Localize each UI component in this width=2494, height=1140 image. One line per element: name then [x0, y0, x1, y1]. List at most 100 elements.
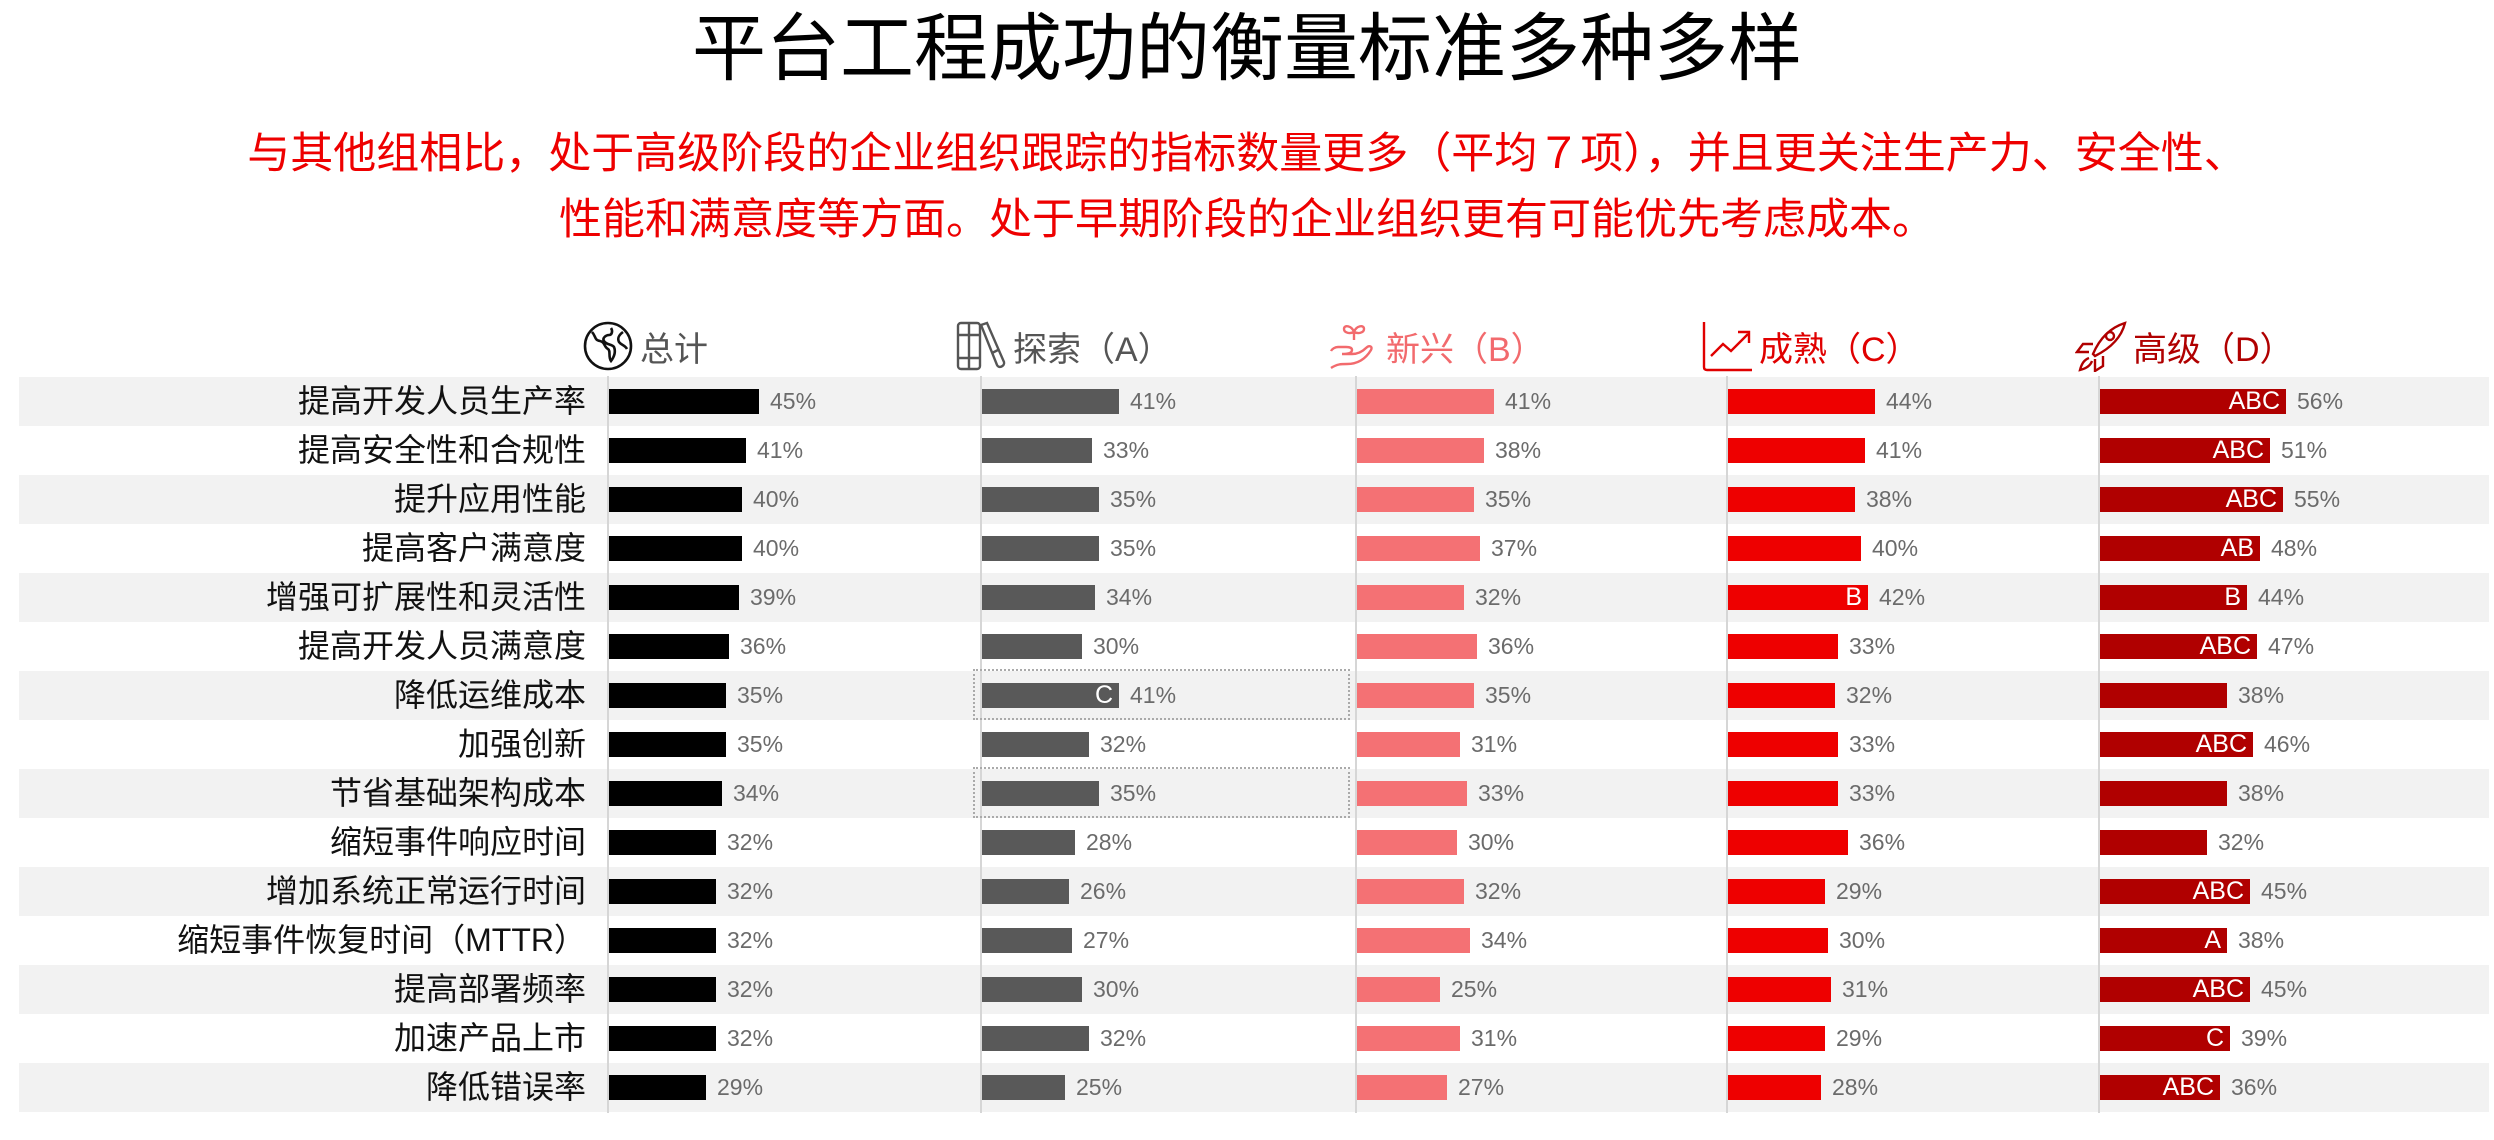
column-header-c: 成熟（C）	[1701, 318, 1920, 374]
significance-tag: B	[2224, 583, 2241, 611]
bar-a	[982, 928, 1072, 953]
chart-title: 平台工程成功的衡量标准多种多样	[692, 7, 1802, 90]
value-label: 35%	[1110, 780, 1157, 806]
bar-d: ABC	[2100, 436, 2270, 464]
bar-c	[1728, 536, 1861, 561]
axis-line-c	[1726, 376, 1728, 1113]
bar-b	[1357, 1026, 1460, 1051]
bar-d	[2100, 683, 2227, 708]
table-row: 加速产品上市 32% 32% 31% 29% C 39%	[19, 1014, 2489, 1063]
table-row: 增加系统正常运行时间 32% 26% 32% 29% ABC 45%	[19, 867, 2489, 916]
value-label: 35%	[1485, 682, 1532, 708]
value-label: 34%	[733, 780, 780, 806]
bar-d: B	[2100, 583, 2247, 611]
bar-d: ABC	[2100, 388, 2286, 415]
value-label: 41%	[1130, 388, 1177, 414]
table-row: 缩短事件响应时间 32% 28% 30% 36% 32%	[19, 818, 2489, 867]
bar-a: C	[982, 682, 1119, 709]
bar-total	[609, 438, 746, 463]
bar-b	[1357, 487, 1474, 512]
value-label: 32%	[1846, 682, 1893, 708]
table-row: 增强可扩展性和灵活性 39% 34% 32% B 42% B 44%	[19, 573, 2489, 622]
bar-total	[609, 683, 726, 708]
significance-tag: ABC	[2192, 877, 2244, 905]
value-label: 38%	[1866, 486, 1913, 512]
rocket-icon	[2075, 321, 2127, 372]
row-label: 提高部署频率	[393, 971, 586, 1007]
value-label: 35%	[1485, 486, 1532, 512]
value-label: 31%	[1842, 976, 1889, 1002]
axis-line-total	[607, 376, 609, 1113]
value-label: 28%	[1086, 829, 1133, 855]
highlight-box	[973, 767, 1350, 818]
highlight-box	[973, 669, 1350, 720]
bar-b	[1357, 928, 1470, 953]
sprout-hand-icon	[1329, 324, 1373, 370]
value-label: 32%	[727, 1025, 774, 1051]
value-label: 36%	[1488, 633, 1535, 659]
bar-a	[982, 1075, 1065, 1100]
bar-c	[1728, 487, 1855, 512]
significance-tag: B	[1845, 583, 1862, 611]
bar-b	[1357, 683, 1474, 708]
table-row: 降低错误率 29% 25% 27% 28% ABC 36%	[19, 1063, 2489, 1112]
value-label: 34%	[1106, 584, 1153, 610]
bar-a	[982, 389, 1119, 414]
bar-b	[1357, 732, 1460, 757]
bar-b	[1357, 977, 1440, 1002]
value-label: 38%	[2238, 780, 2285, 806]
bar-c	[1728, 438, 1865, 463]
column-label-d: 高级（D）	[2133, 330, 2294, 369]
table-row: 提高部署频率 32% 30% 25% 31% ABC 45%	[19, 965, 2489, 1014]
value-label: 31%	[1471, 1025, 1518, 1051]
bar-d: ABC	[2100, 1073, 2220, 1101]
bar-c	[1728, 879, 1825, 904]
value-label: 35%	[737, 731, 784, 757]
bar-a	[982, 977, 1082, 1002]
significance-tag: C	[2205, 1024, 2224, 1052]
column-header-a: 探索（A）	[955, 318, 1172, 374]
row-label: 节省基础架构成本	[329, 775, 586, 811]
value-label: 35%	[1110, 486, 1157, 512]
column-label-c: 成熟（C）	[1759, 330, 1920, 369]
row-label: 提高开发人员满意度	[297, 628, 586, 664]
value-label: 25%	[1451, 976, 1498, 1002]
value-label: 30%	[1093, 976, 1140, 1002]
value-label: 35%	[1110, 535, 1157, 561]
column-header-total: 总计	[582, 318, 708, 374]
value-label: 48%	[2271, 535, 2318, 561]
value-label: 40%	[1872, 535, 1919, 561]
row-label: 增强可扩展性和灵活性	[265, 579, 586, 615]
bar-c	[1728, 1026, 1825, 1051]
value-label: 39%	[750, 584, 797, 610]
bar-c	[1728, 683, 1835, 708]
table-row: 提升应用性能 40% 35% 35% 38% ABC 55%	[19, 475, 2489, 524]
bar-d	[2100, 830, 2207, 855]
value-label: 32%	[1475, 878, 1522, 904]
row-label: 缩短事件响应时间	[329, 824, 586, 860]
value-label: 32%	[727, 829, 774, 855]
bar-d: AB	[2100, 535, 2260, 562]
value-label: 29%	[717, 1074, 764, 1100]
value-label: 33%	[1478, 780, 1525, 806]
row-label: 提升应用性能	[393, 481, 586, 517]
bar-c	[1728, 389, 1875, 414]
bar-a	[982, 879, 1069, 904]
bar-b	[1357, 536, 1480, 561]
bar-d: ABC	[2100, 633, 2257, 660]
bar-total	[609, 1026, 716, 1051]
value-label: 51%	[2281, 437, 2328, 463]
row-label: 增加系统正常运行时间	[265, 873, 586, 909]
significance-tag: ABC	[2212, 436, 2264, 464]
row-label: 提高开发人员生产率	[297, 383, 586, 419]
table-row: 提高安全性和合规性 41% 33% 38% 41% ABC 51%	[19, 426, 2489, 475]
value-label: 36%	[740, 633, 787, 659]
axis-line-b	[1355, 376, 1357, 1113]
row-label: 提高安全性和合规性	[297, 432, 586, 468]
bar-b	[1357, 1075, 1447, 1100]
value-label: 26%	[1080, 878, 1127, 904]
bar-total	[609, 585, 739, 610]
bar-c	[1728, 781, 1838, 806]
value-label: 33%	[1849, 731, 1896, 757]
significance-tag: ABC	[2162, 1073, 2214, 1101]
